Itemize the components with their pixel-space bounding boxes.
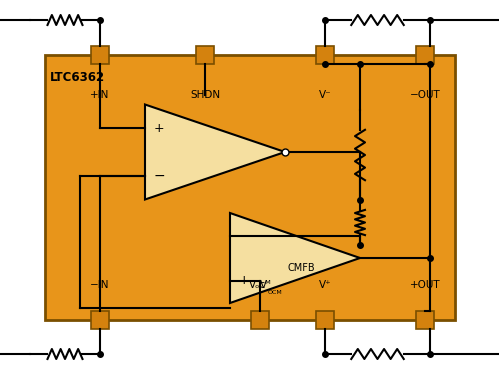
Text: −OUT: −OUT bbox=[410, 90, 441, 100]
Text: LTC6362: LTC6362 bbox=[50, 71, 105, 83]
Text: +: + bbox=[239, 274, 250, 287]
Polygon shape bbox=[230, 213, 360, 303]
Bar bbox=[91, 311, 109, 329]
Text: −IN: −IN bbox=[90, 280, 110, 290]
Bar bbox=[416, 46, 434, 64]
Text: SHDN: SHDN bbox=[190, 90, 220, 100]
Text: +OUT: +OUT bbox=[410, 280, 440, 290]
Text: CMFB: CMFB bbox=[288, 263, 315, 273]
Bar bbox=[416, 311, 434, 329]
Text: V⁻: V⁻ bbox=[319, 90, 331, 100]
Bar bbox=[316, 311, 334, 329]
Text: OCM: OCM bbox=[268, 290, 283, 295]
Text: V⁺: V⁺ bbox=[319, 280, 331, 290]
Text: +: + bbox=[154, 122, 164, 135]
Text: −: − bbox=[153, 169, 165, 183]
Bar bbox=[45, 55, 455, 320]
Polygon shape bbox=[145, 104, 285, 199]
Bar bbox=[316, 46, 334, 64]
Text: +IN: +IN bbox=[90, 90, 110, 100]
Text: Vₒᴄᴹ: Vₒᴄᴹ bbox=[249, 280, 271, 290]
Text: V: V bbox=[260, 280, 267, 290]
Bar bbox=[91, 46, 109, 64]
Bar bbox=[251, 311, 269, 329]
Bar bbox=[196, 46, 214, 64]
Text: −: − bbox=[238, 229, 250, 242]
